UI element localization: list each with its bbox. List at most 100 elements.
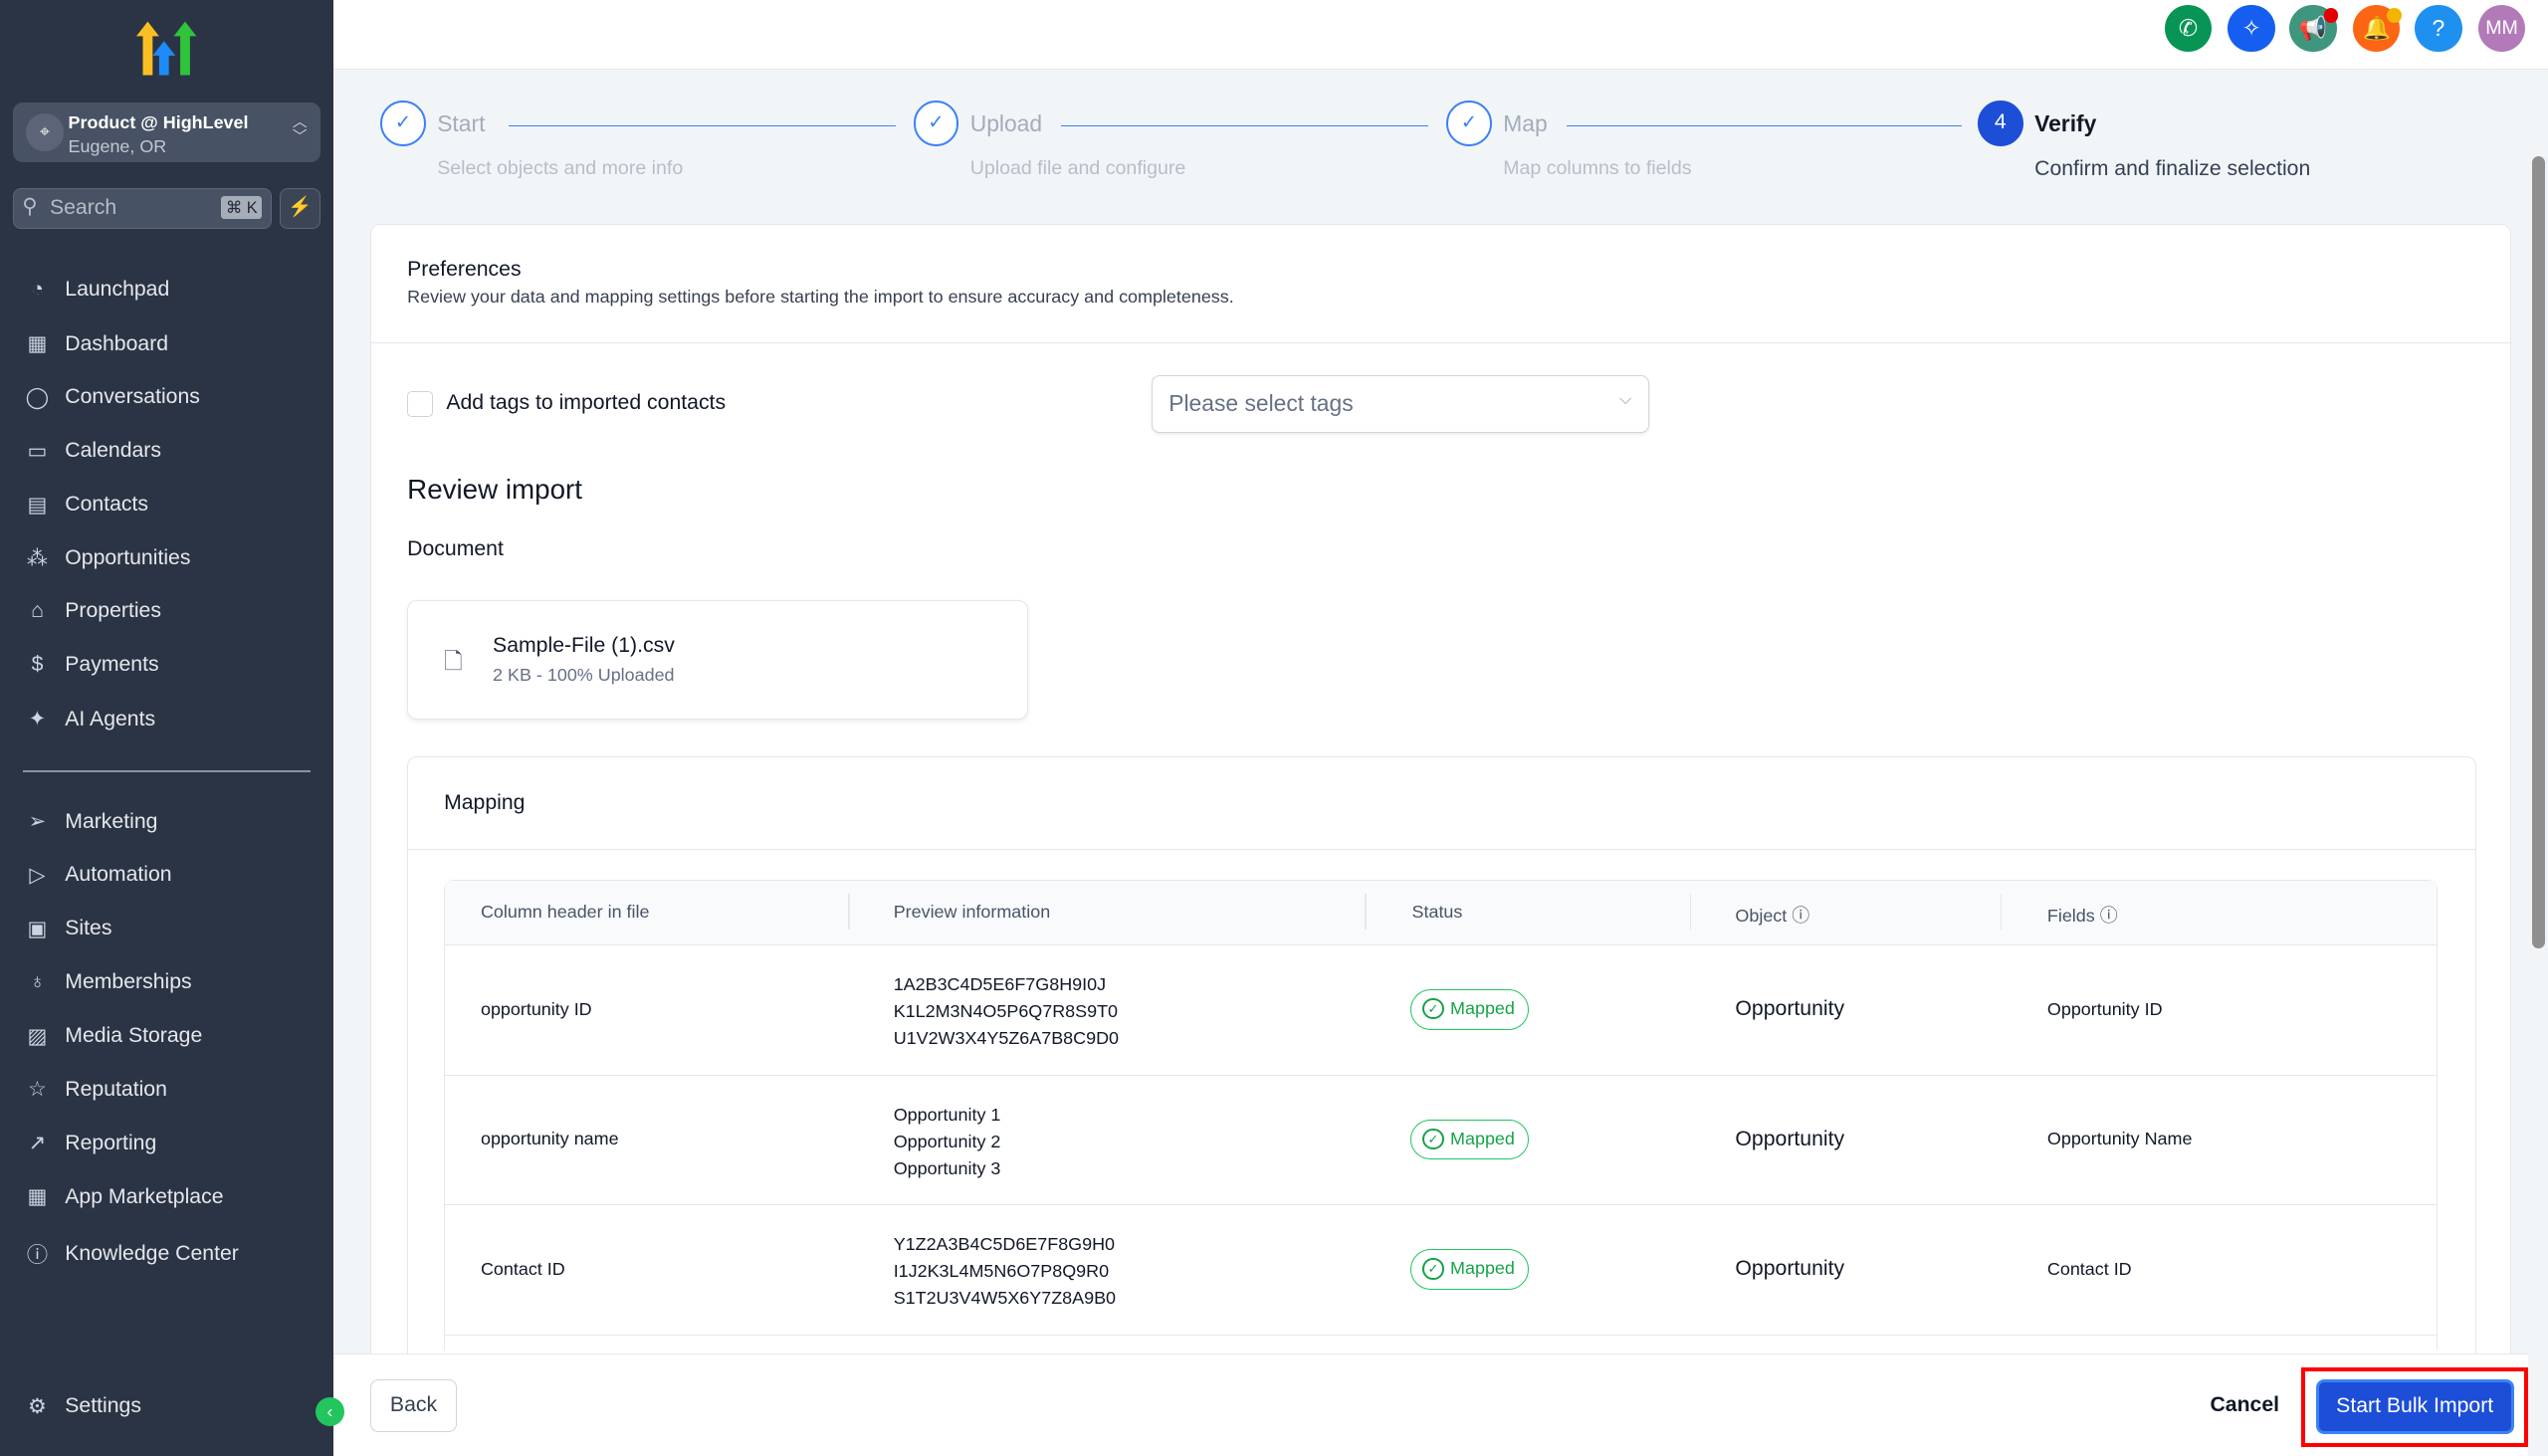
col-header: Preview information [893, 901, 1051, 922]
trend-icon: ↗ [28, 1132, 47, 1155]
image-icon: ▨ [27, 1024, 48, 1048]
nav-label: AI Agents [65, 707, 156, 730]
review-import-title: Review import [407, 474, 582, 506]
nav-label: Settings [65, 1394, 141, 1418]
info-icon[interactable]: ⓘ [1792, 905, 1810, 926]
step-title: Upload [969, 110, 1043, 136]
step-number: 4 [1977, 101, 2023, 146]
sidebar-item-memberships[interactable]: ♁ Memberships [23, 970, 192, 994]
quick-actions-bolt-icon[interactable]: ⚡ [279, 188, 320, 230]
sidebar-item-properties[interactable]: ⌂ Properties [23, 599, 161, 623]
rocket-icon: ◔ [31, 278, 44, 302]
sidebar-item-conversations[interactable]: ◯ Conversations [23, 385, 200, 410]
tags-select[interactable]: Please select tags ⌵ [1151, 374, 1649, 434]
preview-line: Opportunity 1 [893, 1104, 1001, 1125]
col-separator [2000, 893, 2003, 930]
sidebar-item-reporting[interactable]: ↗ Reporting [23, 1131, 157, 1155]
collapse-sidebar-button[interactable]: ‹ [315, 1397, 345, 1427]
file-icon: 🗋 [444, 647, 463, 674]
sidebar-item-media-storage[interactable]: ▨ Media Storage [23, 1024, 203, 1049]
sidebar-item-calendars[interactable]: ▭ Calendars [23, 439, 161, 464]
step-subtitle: Confirm and finalize selection [2034, 157, 2311, 181]
search-input[interactable]: ⚲ Search ⌘ K [13, 188, 272, 230]
sidebar-item-launchpad[interactable]: ◔ Launchpad [23, 278, 169, 302]
star-icon: ☆ [28, 1078, 48, 1102]
location-switcher[interactable]: ⌖ Product @ HighLevel Eugene, OR ︿ ﹀ [13, 102, 320, 163]
sidebar-item-knowledge-center[interactable]: ⓘ Knowledge Center [23, 1238, 239, 1269]
start-bulk-import-button[interactable]: Start Bulk Import [2315, 1378, 2514, 1435]
bell-icon[interactable]: 🔔 [2353, 4, 2403, 53]
phone-icon[interactable]: ✆ [2164, 4, 2213, 53]
sidebar-item-settings[interactable]: ⚙ Settings [23, 1394, 141, 1419]
col-header: Fields ⓘ [2047, 902, 2118, 928]
mapping-table: Column header in file Preview informatio… [444, 879, 2439, 1352]
preview-line: U1V2W3X4Y5Z6A7B8C9D0 [893, 1027, 1120, 1048]
nav-label: Reputation [65, 1077, 167, 1101]
document-label: Document [407, 536, 504, 560]
sidebar-item-opportunities[interactable]: ⁂ Opportunities [23, 546, 191, 571]
status-badge: ✓ Mapped [1409, 1249, 1529, 1291]
file-meta: 2 KB - 100% Uploaded [493, 665, 675, 686]
preview: Opportunity 1 Opportunity 2 Opportunity 3 [894, 1102, 1001, 1182]
column-name: opportunity name [480, 1129, 619, 1149]
preview-line: Opportunity 2 [893, 1131, 1001, 1151]
sidebar-item-dashboard[interactable]: ▦ Dashboard [23, 331, 169, 356]
gear-icon: ⚙ [28, 1394, 48, 1418]
info-icon[interactable]: ⓘ [2099, 905, 2118, 926]
object-value: Opportunity [1735, 997, 1845, 1021]
col-separator [847, 893, 850, 930]
preview-line: K1L2M3N4O5P6Q7R8S9T0 [893, 1000, 1119, 1021]
info-icon: ⓘ [26, 1244, 49, 1268]
sites-icon: ▣ [27, 917, 48, 940]
sidebar-item-app-marketplace[interactable]: ▦ App Marketplace [23, 1184, 224, 1209]
step-title: Verify [2034, 110, 2097, 136]
check-circle-icon: ✓ [1422, 998, 1444, 1020]
nav-label: Calendars [65, 439, 161, 463]
scrollbar[interactable] [2531, 155, 2545, 949]
step-subtitle: Select objects and more info [437, 157, 684, 180]
sidebar-item-payments[interactable]: $ Payments [23, 653, 159, 677]
calendar-icon: ▭ [27, 439, 48, 463]
col-header-text: Fields [2046, 905, 2095, 926]
sidebar-divider [22, 769, 311, 772]
back-button[interactable]: Back [370, 1378, 457, 1433]
help-icon[interactable]: ? [2415, 4, 2462, 53]
step-title: Map [1503, 110, 1548, 136]
receipt-icon: $ [31, 653, 44, 677]
step-title: Start [437, 110, 486, 136]
col-separator [1365, 893, 1367, 930]
col-header: Column header in file [480, 901, 650, 922]
table-row: opportunity name Opportunity 1 Opportunit… [445, 1076, 2438, 1206]
user-avatar[interactable]: MM [2477, 4, 2526, 53]
membership-icon: ♁ [29, 969, 46, 993]
cancel-button[interactable]: Cancel [2210, 1393, 2280, 1417]
sidebar-item-sites[interactable]: ▣ Sites [23, 917, 112, 941]
sidebar-item-automation[interactable]: ▷ Automation [23, 863, 171, 888]
ai-sparkle-icon[interactable]: ✧ [2228, 4, 2275, 53]
sidebar-item-reputation[interactable]: ☆ Reputation [23, 1077, 167, 1102]
chat-icon: ◯ [25, 385, 50, 409]
sidebar-item-marketing[interactable]: ➢ Marketing [23, 809, 158, 834]
table-row: Contact ID Y1Z2A3B4C5D6E7F8G9H0 I1J2K3L4M… [445, 1205, 2438, 1336]
check-icon: ✓ [380, 101, 426, 146]
highlight-box [2300, 1367, 2529, 1448]
file-card: 🗋 Sample-File (1).csv 2 KB - 100% Upload… [407, 600, 1028, 720]
preview-line: 1A2B3C4D5E6F7G8H9I0J [893, 974, 1107, 995]
location-name: Product @ HighLevel [68, 111, 249, 132]
sidebar-item-ai-agents[interactable]: ✦ AI Agents [23, 707, 155, 731]
top-bar: ✆ ✧ 📢 🔔 ? MM [332, 0, 2548, 71]
nav-label: Contacts [65, 493, 149, 517]
mapping-title: Mapping [444, 791, 526, 815]
apps-icon: ▦ [27, 1185, 48, 1209]
announcement-icon[interactable]: 📢 [2289, 4, 2339, 53]
nav-label: Marketing [65, 809, 158, 833]
search-shortcut: ⌘ K [220, 195, 263, 220]
object-value: Opportunity [1735, 1127, 1845, 1150]
col-header: Status [1411, 901, 1463, 922]
preview: 1A2B3C4D5E6F7G8H9I0J K1L2M3N4O5P6Q7R8S9T0… [894, 971, 1119, 1052]
step-connector [1566, 124, 1962, 127]
status-badge: ✓ Mapped [1409, 989, 1529, 1030]
add-tags-checkbox[interactable] [407, 390, 434, 417]
divider [371, 341, 2510, 344]
sidebar-item-contacts[interactable]: ▤ Contacts [23, 493, 149, 518]
